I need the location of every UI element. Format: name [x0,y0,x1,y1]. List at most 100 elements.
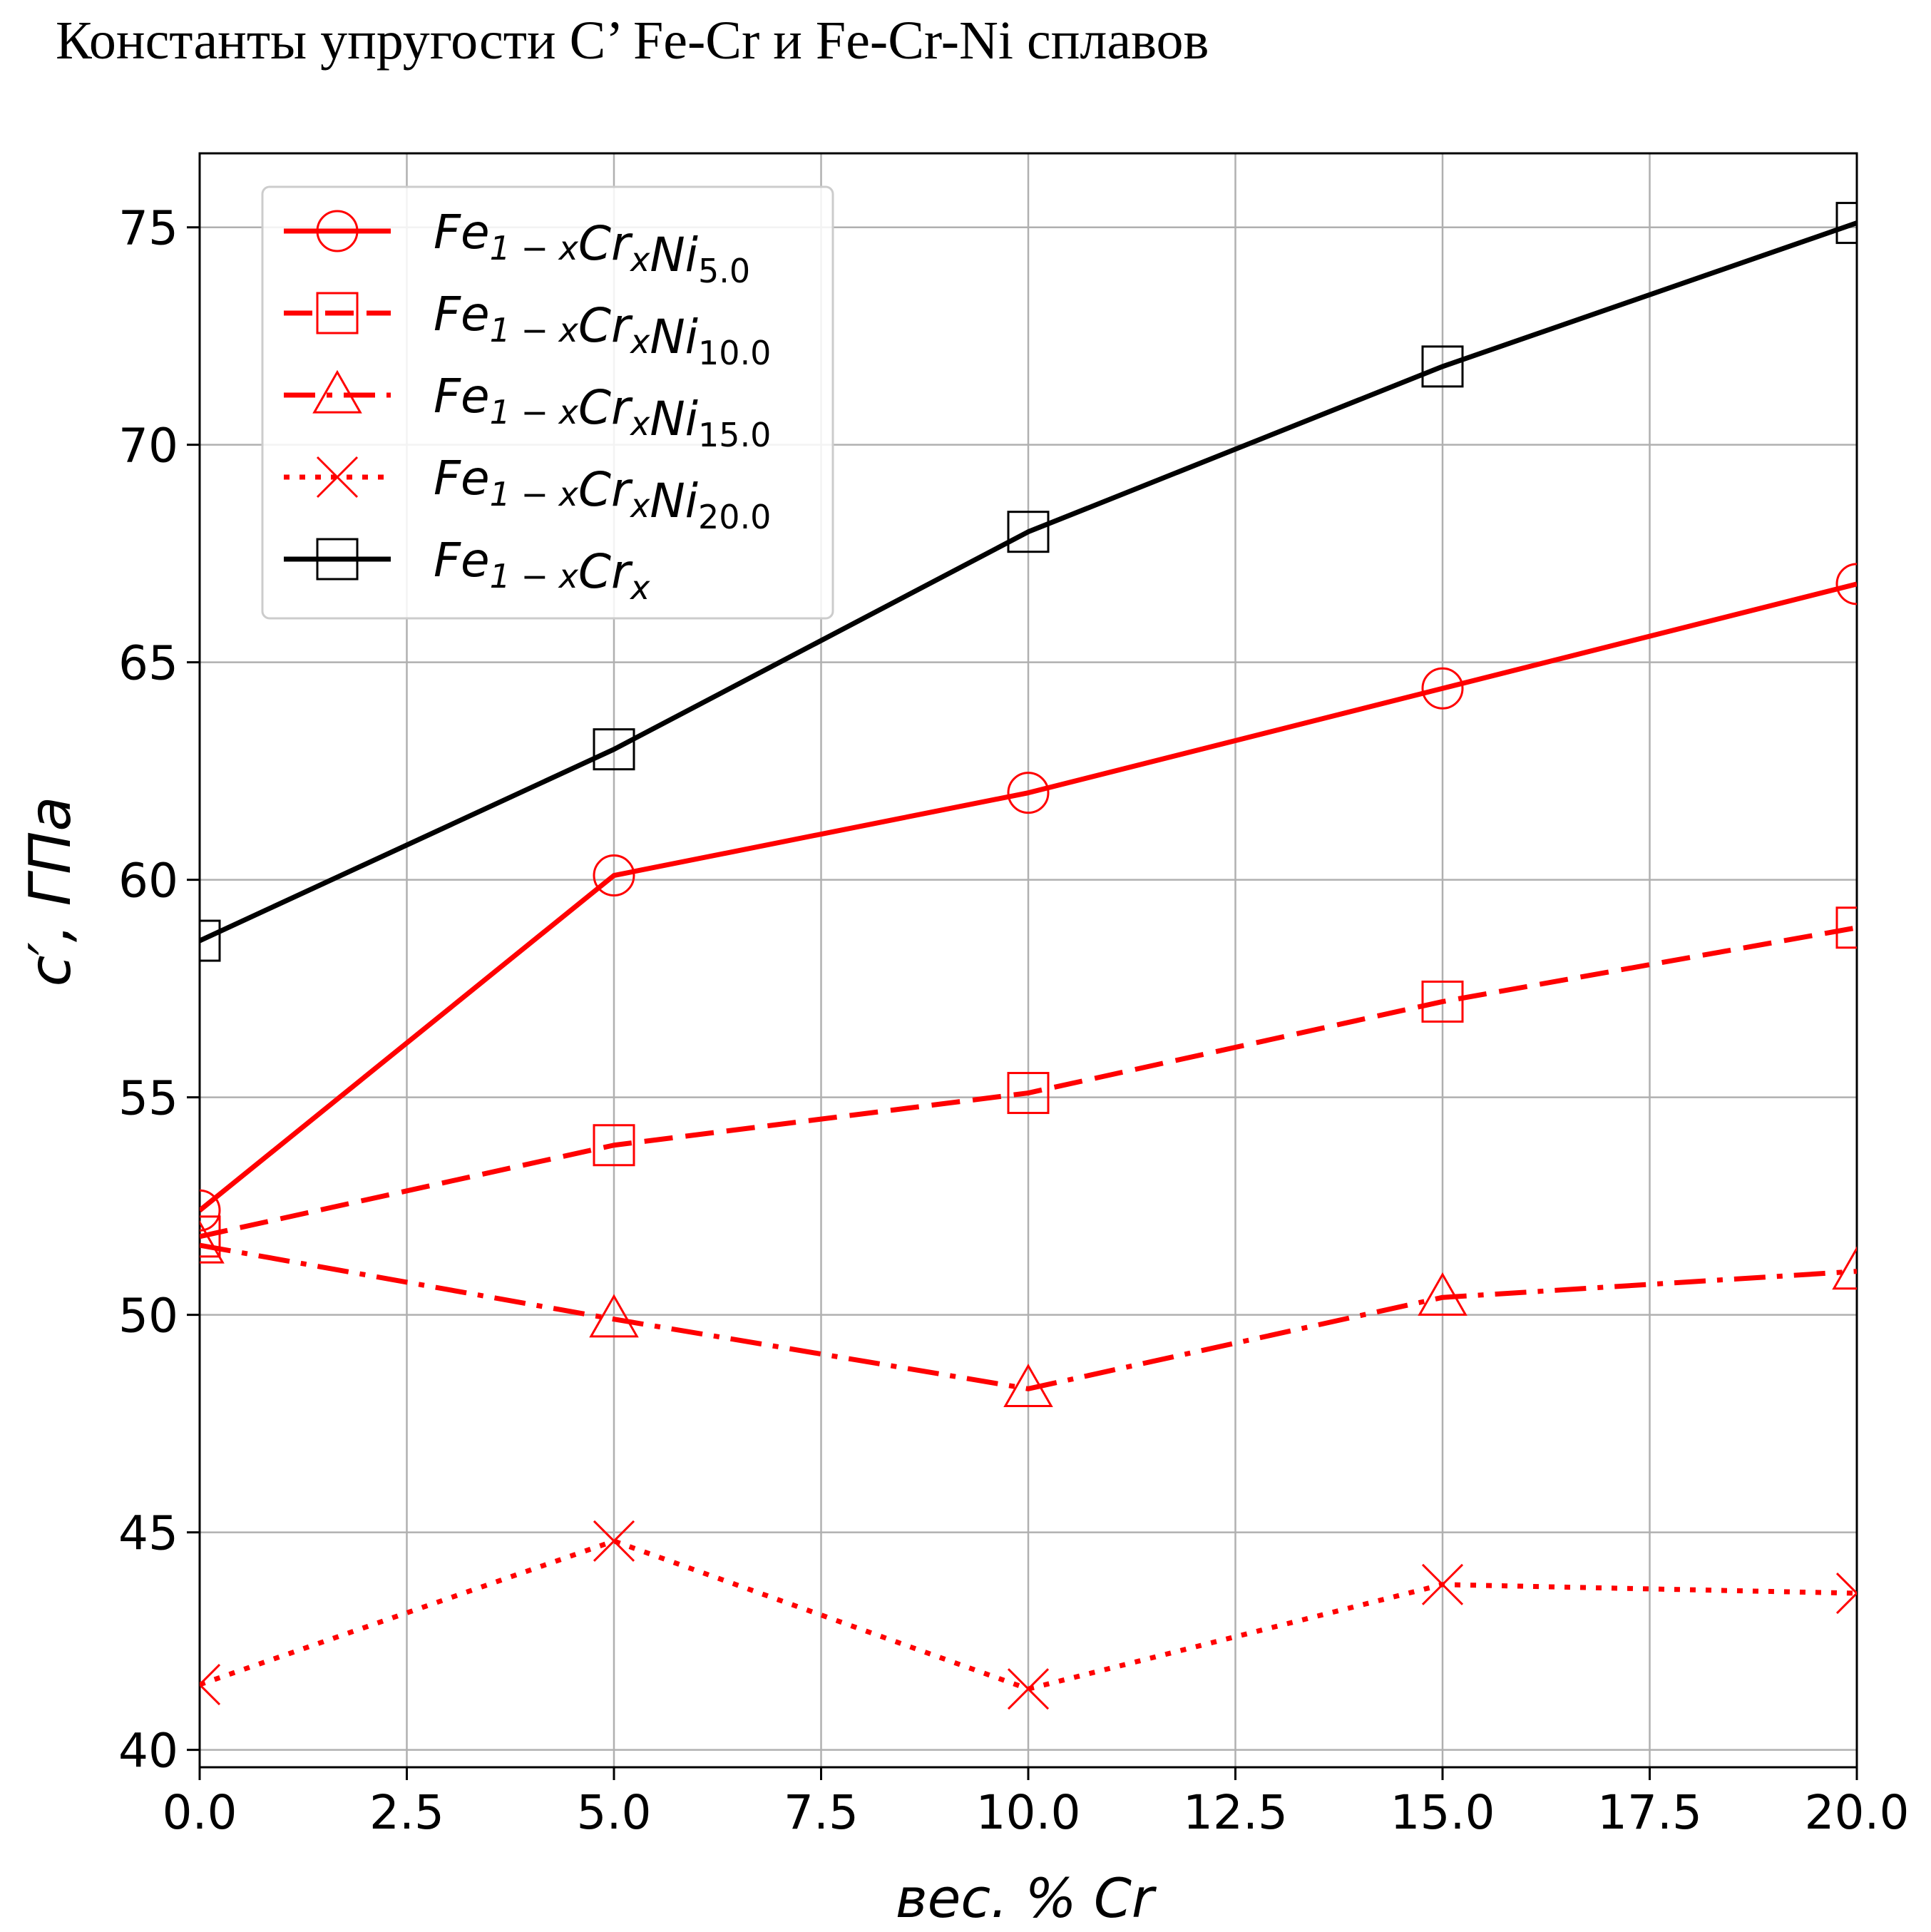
data-point [200,1189,221,1232]
legend-marker [316,538,359,581]
legend-label: Fe1 − xCrxNi5.0 [434,205,750,290]
data-point [1007,1072,1050,1115]
legend-text: Cr [578,462,633,517]
legend-text: Cr [578,216,633,271]
data-point [1835,906,1857,949]
chart-title: Константы упругости С’ Fe-Cr и Fe-Cr-Ni … [56,11,1209,71]
legend-subscript: 5.0 [698,252,750,290]
legend-subscript: x [629,322,650,361]
legend-item: Fe1 − xCrxNi5.0 [284,205,750,290]
x-stroke [1835,1572,1857,1595]
legend-subscript: 1 − x [490,393,579,431]
x-tick-label: 7.5 [784,1785,859,1840]
x-tick-label: 10.0 [976,1785,1081,1840]
legend-item: Fe1 − xCrxNi10.0 [284,287,771,372]
data-point [1007,1668,1050,1710]
y-tick-label: 65 [118,636,178,691]
data-point [1007,772,1050,814]
legend-subscript: 1 − x [490,475,579,513]
y-tick-label: 60 [118,854,178,909]
data-point [593,1520,635,1562]
legend-subscript: 1 − x [490,557,579,596]
legend-text: Fe [434,369,490,424]
legend-marker [316,210,359,252]
data-point [1835,563,1857,605]
legend-marker [312,369,362,414]
legend-text: Cr [578,544,633,599]
legend-subscript: x [629,486,650,525]
y-tick-label: 45 [118,1506,178,1561]
y-tick-label: 70 [118,419,178,474]
data-point [1421,980,1464,1023]
data-point [1832,1246,1857,1290]
legend-label: Fe1 − xCrxNi15.0 [434,369,771,454]
x-tick-label: 15.0 [1390,1785,1495,1840]
x-stroke [1421,1563,1464,1605]
y-tick-label: 40 [118,1724,178,1779]
legend-text: Fe [434,451,490,506]
data-point [1421,667,1464,710]
series-line [200,581,1857,1212]
legend-subscript: 1 − x [490,229,579,267]
x-stroke [1007,1668,1050,1710]
series-0 [200,563,1857,1232]
series-1 [200,906,1857,1258]
legend-text: Ni [650,392,698,446]
legend-label: Fe1 − xCrx [434,533,650,607]
data-point [1835,202,1857,245]
legend-text: Fe [434,205,490,260]
data-point [593,1124,635,1167]
y-tick-label: 50 [118,1289,178,1344]
data-point [1835,1572,1857,1615]
data-point [200,1220,225,1264]
legend-item: Fe1 − xCrxNi20.0 [284,451,771,536]
x-tick-label: 5.0 [577,1785,652,1840]
series-line [200,1242,1857,1391]
series-line [200,220,1857,944]
legend-marker [316,292,359,334]
legend-label: Fe1 − xCrxNi10.0 [434,287,771,372]
x-tick-label: 20.0 [1805,1785,1910,1840]
legend-text: Cr [578,298,633,353]
legend-text: Cr [578,380,633,435]
data-point [1418,1272,1468,1316]
legend-subscript: 20.0 [698,498,771,536]
x-axis-label: вес. % Cr [896,1866,1157,1928]
legend-subscript: x [629,240,650,279]
series-layer [200,202,1857,1710]
data-point [1003,1364,1053,1407]
x-stroke [200,1664,221,1687]
data-point [200,1215,221,1258]
data-point [200,919,221,962]
legend-box [261,185,834,620]
ticks: 0.0 2.5 5.0 7.5 10.0 12.5 15.0 17.5 20.0 40 45 50 55… [118,201,1909,1840]
x-stroke [200,1682,221,1706]
series-3 [200,1520,1857,1710]
series-2 [200,1220,1857,1407]
y-tick-label: 55 [118,1071,178,1126]
x-tick-label: 2.5 [369,1785,444,1840]
legend-subscript: x [629,404,650,443]
data-point [589,1294,639,1338]
data-point [1421,1563,1464,1605]
legend-text: Ni [650,228,698,282]
y-axis-label: c′, ГПа [17,797,83,987]
data-point [593,728,635,771]
legend-subscript: 10.0 [698,334,771,372]
legend-item: Fe1 − xCrx [284,533,650,607]
data-point [593,854,635,897]
legend-label: Fe1 − xCrxNi20.0 [434,451,771,536]
legend-text: Ni [650,310,698,364]
x-tick-label: 12.5 [1183,1785,1288,1840]
legend-text: Ni [650,474,698,528]
data-point [1007,511,1050,553]
legend-text: Fe [434,287,490,342]
series-line [200,925,1857,1240]
x-stroke [593,1520,635,1562]
data-point [200,1664,221,1706]
legend-item: Fe1 − xCrxNi15.0 [284,369,771,454]
data-point [1421,345,1464,388]
